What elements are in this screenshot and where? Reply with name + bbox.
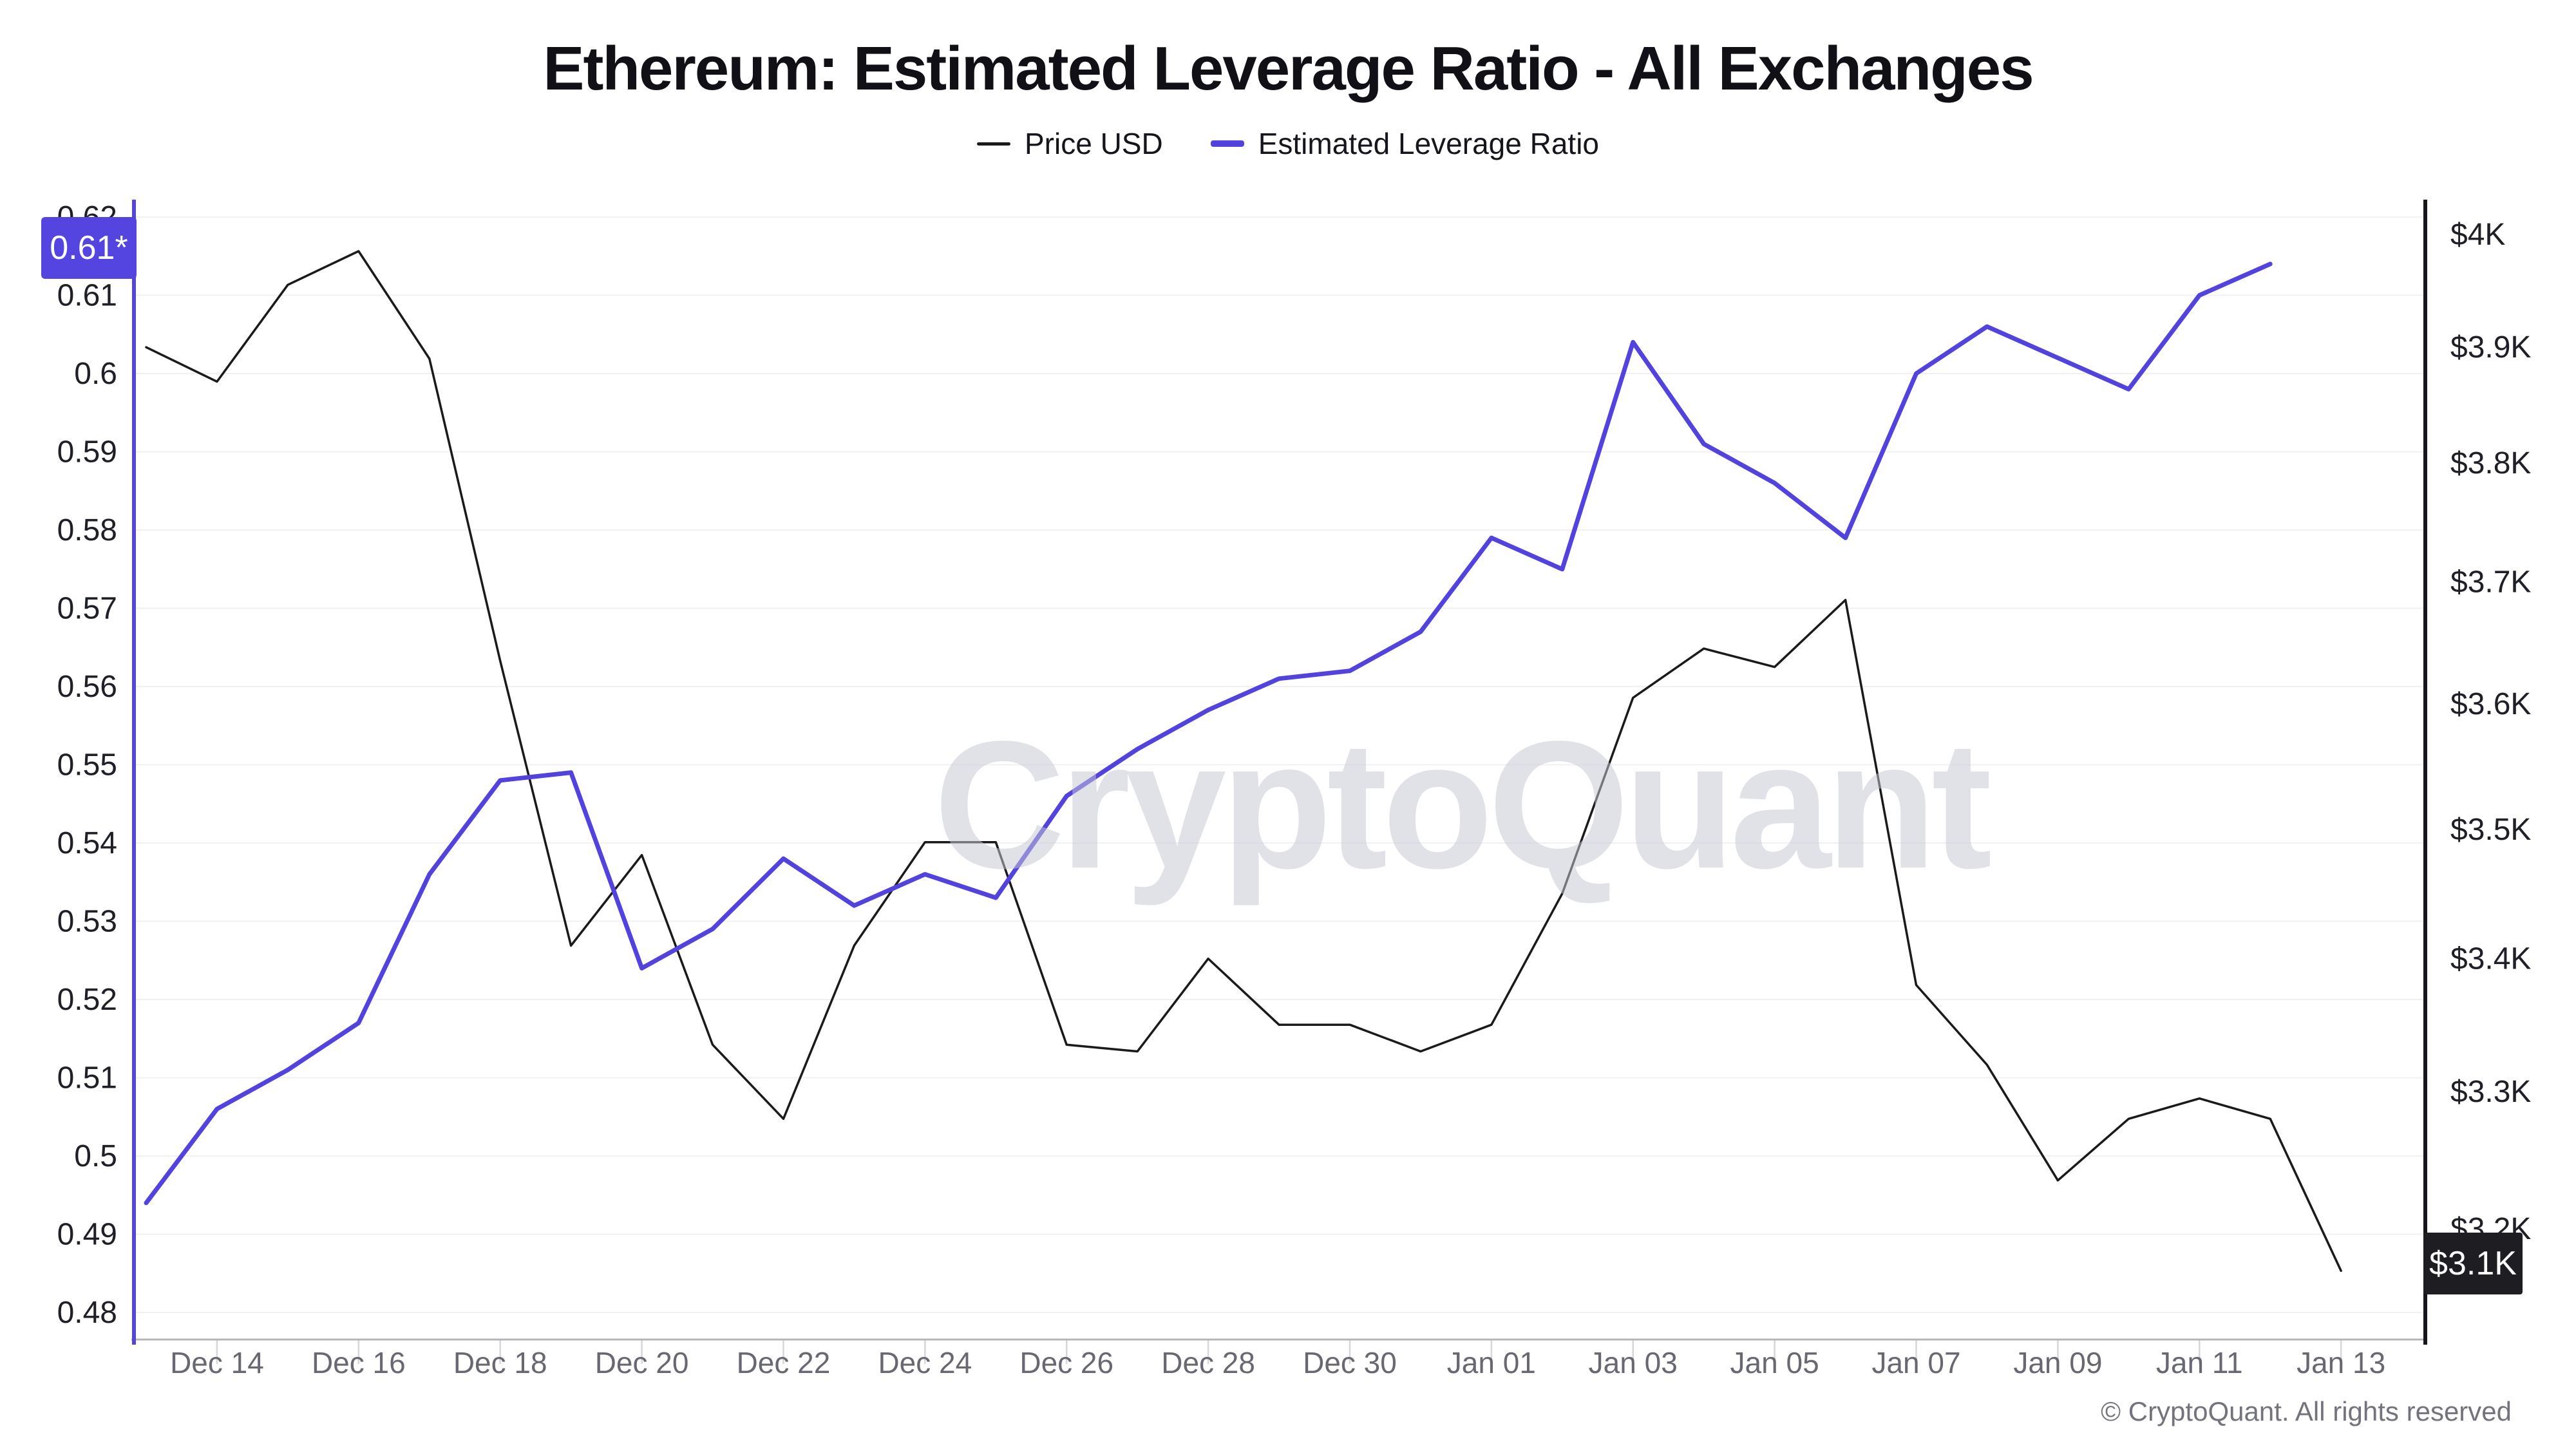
- left-axis-tick-label: 0.6: [74, 357, 117, 391]
- x-axis-ticks: [216, 1340, 2342, 1364]
- right-axis-tick-label: $3.8K: [2450, 446, 2531, 480]
- chart-title: Ethereum: Estimated Leverage Ratio - All…: [543, 34, 2034, 103]
- copyright-text: © CryptoQuant. All rights reserved: [2101, 1396, 2512, 1426]
- x-axis-tick-label: Dec 28: [1161, 1346, 1255, 1379]
- left-axis-tick-label: 0.48: [57, 1296, 117, 1330]
- left-axis-tick-label: 0.55: [57, 748, 117, 782]
- x-axis-tick-label: Jan 11: [2156, 1346, 2243, 1379]
- legend-label-price-usd: Price USD: [1024, 127, 1163, 160]
- left-axis-tick-label: 0.61: [57, 279, 117, 313]
- right-axis-tick-label: $3.6K: [2450, 687, 2531, 721]
- right-axis-tick-label: $3.7K: [2450, 565, 2531, 599]
- leverage-ratio-line: [144, 261, 2273, 1206]
- gridlines: [134, 216, 2425, 1313]
- x-axis-tick-label: Dec 18: [453, 1346, 547, 1379]
- x-axis-tick-label: Jan 07: [1871, 1346, 1960, 1379]
- left-axis-tick-label: 0.57: [57, 592, 117, 626]
- latest-price-badge: $3.1K: [2423, 1233, 2523, 1294]
- left-axis-tick-label: 0.58: [57, 513, 117, 547]
- x-axis-tick-label: Dec 24: [878, 1346, 972, 1379]
- data-series: [144, 250, 2342, 1273]
- right-axis-tick-label: $3.4K: [2450, 942, 2531, 976]
- right-axis-labels: $4K$3.9K$3.8K$3.7K$3.6K$3.5K$3.4K$3.3K$3…: [2450, 218, 2531, 1246]
- ratio-line-swatch-icon: [1210, 140, 1244, 147]
- left-axis-labels: 0.620.610.60.590.580.570.560.550.540.530…: [57, 200, 117, 1330]
- x-axis-tick-label: Jan 09: [2013, 1346, 2102, 1379]
- x-axis-tick-label: Dec 22: [737, 1346, 831, 1379]
- price-usd-line: [145, 250, 2342, 1273]
- left-axis-tick-label: 0.51: [57, 1061, 117, 1095]
- x-axis-tick-label: Jan 01: [1447, 1346, 1536, 1379]
- chart-legend: Price USD Estimated Leverage Ratio: [0, 126, 2576, 161]
- x-axis-tick-label: Dec 16: [312, 1346, 406, 1379]
- right-axis-tick-label: $3.5K: [2450, 813, 2531, 847]
- latest-ratio-badge: 0.61*: [41, 217, 137, 279]
- x-axis-tick-label: Dec 30: [1303, 1346, 1397, 1379]
- x-axis-tick-label: Jan 03: [1589, 1346, 1678, 1379]
- left-axis-tick-label: 0.59: [57, 435, 117, 469]
- legend-label-leverage-ratio: Estimated Leverage Ratio: [1258, 127, 1599, 160]
- right-axis-tick-label: $4K: [2450, 218, 2505, 252]
- right-axis-tick-label: $3.3K: [2450, 1075, 2531, 1109]
- left-axis-tick-label: 0.53: [57, 905, 117, 939]
- x-axis-tick-label: Dec 20: [595, 1346, 689, 1379]
- x-axis-tick-label: Dec 14: [170, 1346, 264, 1379]
- x-axis-tick-label: Jan 13: [2297, 1346, 2385, 1379]
- x-axis-labels: Dec 14 Dec 16 Dec 18 Dec 20 Dec 22 Dec 24 Dec …: [170, 1346, 2385, 1379]
- right-axis-spine: [2423, 200, 2427, 1345]
- left-axis-tick-label: 0.49: [57, 1218, 117, 1252]
- price-line-swatch-icon: [976, 142, 1010, 146]
- x-axis-tick-label: Dec 26: [1019, 1346, 1113, 1379]
- left-axis-tick-label: 0.5: [74, 1139, 117, 1173]
- legend-item-price-usd[interactable]: Price USD: [976, 126, 1163, 161]
- left-axis-spine: [132, 200, 136, 1345]
- axis-lines: [131, 200, 2427, 1345]
- x-axis-tick-label: Jan 05: [1730, 1346, 1819, 1379]
- left-axis-tick-label: 0.52: [57, 983, 117, 1017]
- legend-item-leverage-ratio[interactable]: Estimated Leverage Ratio: [1210, 126, 1599, 161]
- left-axis-tick-label: 0.56: [57, 670, 117, 704]
- left-axis-tick-label: 0.54: [57, 826, 117, 860]
- right-axis-tick-label: $3.9K: [2450, 330, 2531, 365]
